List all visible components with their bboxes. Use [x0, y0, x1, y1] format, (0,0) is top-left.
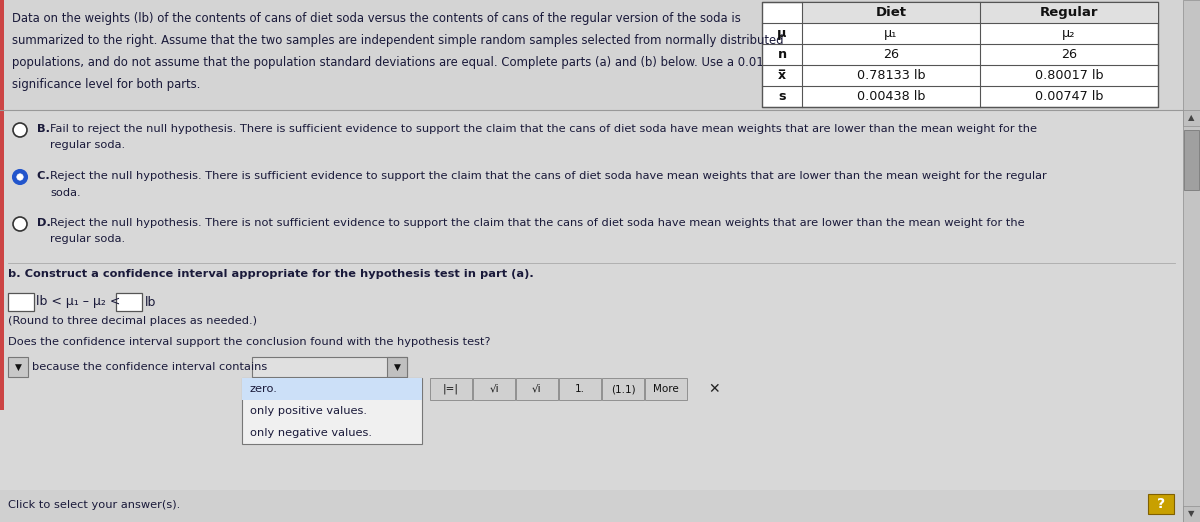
Text: Fail to reject the null hypothesis. There is sufficient evidence to support the : Fail to reject the null hypothesis. Ther… [50, 124, 1037, 134]
Text: Regular: Regular [1039, 6, 1098, 19]
Bar [1184, 130, 1199, 190]
Text: 26: 26 [1061, 48, 1078, 61]
Bar [980, 2, 1158, 23]
Text: s: s [779, 90, 786, 103]
Bar [0, 490, 1183, 522]
Text: √i: √i [490, 384, 499, 394]
Text: More: More [653, 384, 679, 394]
Text: 0.00747 lb: 0.00747 lb [1034, 90, 1103, 103]
Text: (1.1): (1.1) [611, 384, 635, 394]
Bar [0, 110, 4, 410]
Circle shape [17, 174, 23, 180]
Text: Data on the weights (lb) of the contents of cans of diet soda versus the content: Data on the weights (lb) of the contents… [12, 12, 740, 25]
Text: (Round to three decimal places as needed.): (Round to three decimal places as needed… [8, 316, 257, 326]
Bar [1148, 494, 1174, 514]
Text: x̅: x̅ [778, 69, 786, 82]
Bar [802, 2, 980, 23]
Circle shape [13, 170, 28, 184]
Text: Does the confidence interval support the conclusion found with the hypothesis te: Does the confidence interval support the… [8, 337, 491, 347]
Text: summarized to the right. Assume that the two samples are independent simple rand: summarized to the right. Assume that the… [12, 34, 784, 47]
Text: 26: 26 [883, 48, 899, 61]
Text: Reject the null hypothesis. There is not sufficient evidence to support the clai: Reject the null hypothesis. There is not… [50, 218, 1025, 228]
Text: lb < μ₁ – μ₂ <: lb < μ₁ – μ₂ < [36, 295, 120, 309]
Text: ▼: ▼ [1188, 509, 1195, 518]
Text: Reject the null hypothesis. There is sufficient evidence to support the claim th: Reject the null hypothesis. There is suf… [50, 171, 1046, 181]
Text: only positive values.: only positive values. [250, 406, 367, 416]
Text: Diet: Diet [876, 6, 906, 19]
Text: ✕: ✕ [708, 382, 720, 396]
Text: significance level for both parts.: significance level for both parts. [12, 78, 200, 91]
Bar [602, 378, 644, 400]
Bar [116, 293, 142, 311]
Text: ▼: ▼ [394, 362, 401, 372]
Text: soda.: soda. [50, 187, 80, 197]
Text: n: n [778, 48, 786, 61]
Bar [430, 378, 472, 400]
Bar [0, 0, 4, 110]
Bar [646, 378, 686, 400]
Text: B.: B. [34, 124, 50, 134]
Text: 0.78133 lb: 0.78133 lb [857, 69, 925, 82]
Text: regular soda.: regular soda. [50, 234, 125, 244]
Text: 0.00438 lb: 0.00438 lb [857, 90, 925, 103]
Text: 1.: 1. [575, 384, 586, 394]
Text: Click to select your answer(s).: Click to select your answer(s). [8, 500, 180, 510]
Text: ▼: ▼ [14, 362, 22, 372]
Circle shape [13, 123, 28, 137]
Bar [386, 357, 407, 377]
Bar [8, 357, 28, 377]
Bar [1183, 506, 1200, 522]
Text: because the confidence interval contains: because the confidence interval contains [32, 362, 268, 372]
Bar [242, 378, 422, 444]
Text: μ: μ [778, 27, 787, 40]
Bar [252, 357, 407, 377]
Text: |=|: |=| [443, 384, 458, 394]
Bar [0, 0, 1183, 110]
Text: lb: lb [145, 295, 156, 309]
Text: regular soda.: regular soda. [50, 140, 125, 150]
Text: zero.: zero. [250, 384, 278, 394]
Text: μ₂: μ₂ [1062, 27, 1075, 40]
Bar [242, 378, 422, 400]
Bar [1183, 0, 1200, 522]
Text: populations, and do not assume that the population standard deviations are equal: populations, and do not assume that the … [12, 56, 763, 69]
Text: C.: C. [34, 171, 49, 181]
Bar [1183, 110, 1200, 126]
Text: D.: D. [34, 218, 50, 228]
Text: ▲: ▲ [1188, 113, 1195, 123]
Bar [8, 293, 34, 311]
Text: only negative values.: only negative values. [250, 428, 372, 438]
Bar [762, 2, 1158, 107]
Text: μ₁: μ₁ [884, 27, 898, 40]
Bar [473, 378, 515, 400]
Circle shape [13, 217, 28, 231]
Bar [0, 110, 1183, 522]
Text: ?: ? [1157, 497, 1165, 511]
Bar [559, 378, 601, 400]
Text: 0.80017 lb: 0.80017 lb [1034, 69, 1103, 82]
Bar [516, 378, 558, 400]
Text: √i: √i [532, 384, 542, 394]
Text: b. Construct a confidence interval appropriate for the hypothesis test in part (: b. Construct a confidence interval appro… [8, 269, 534, 279]
